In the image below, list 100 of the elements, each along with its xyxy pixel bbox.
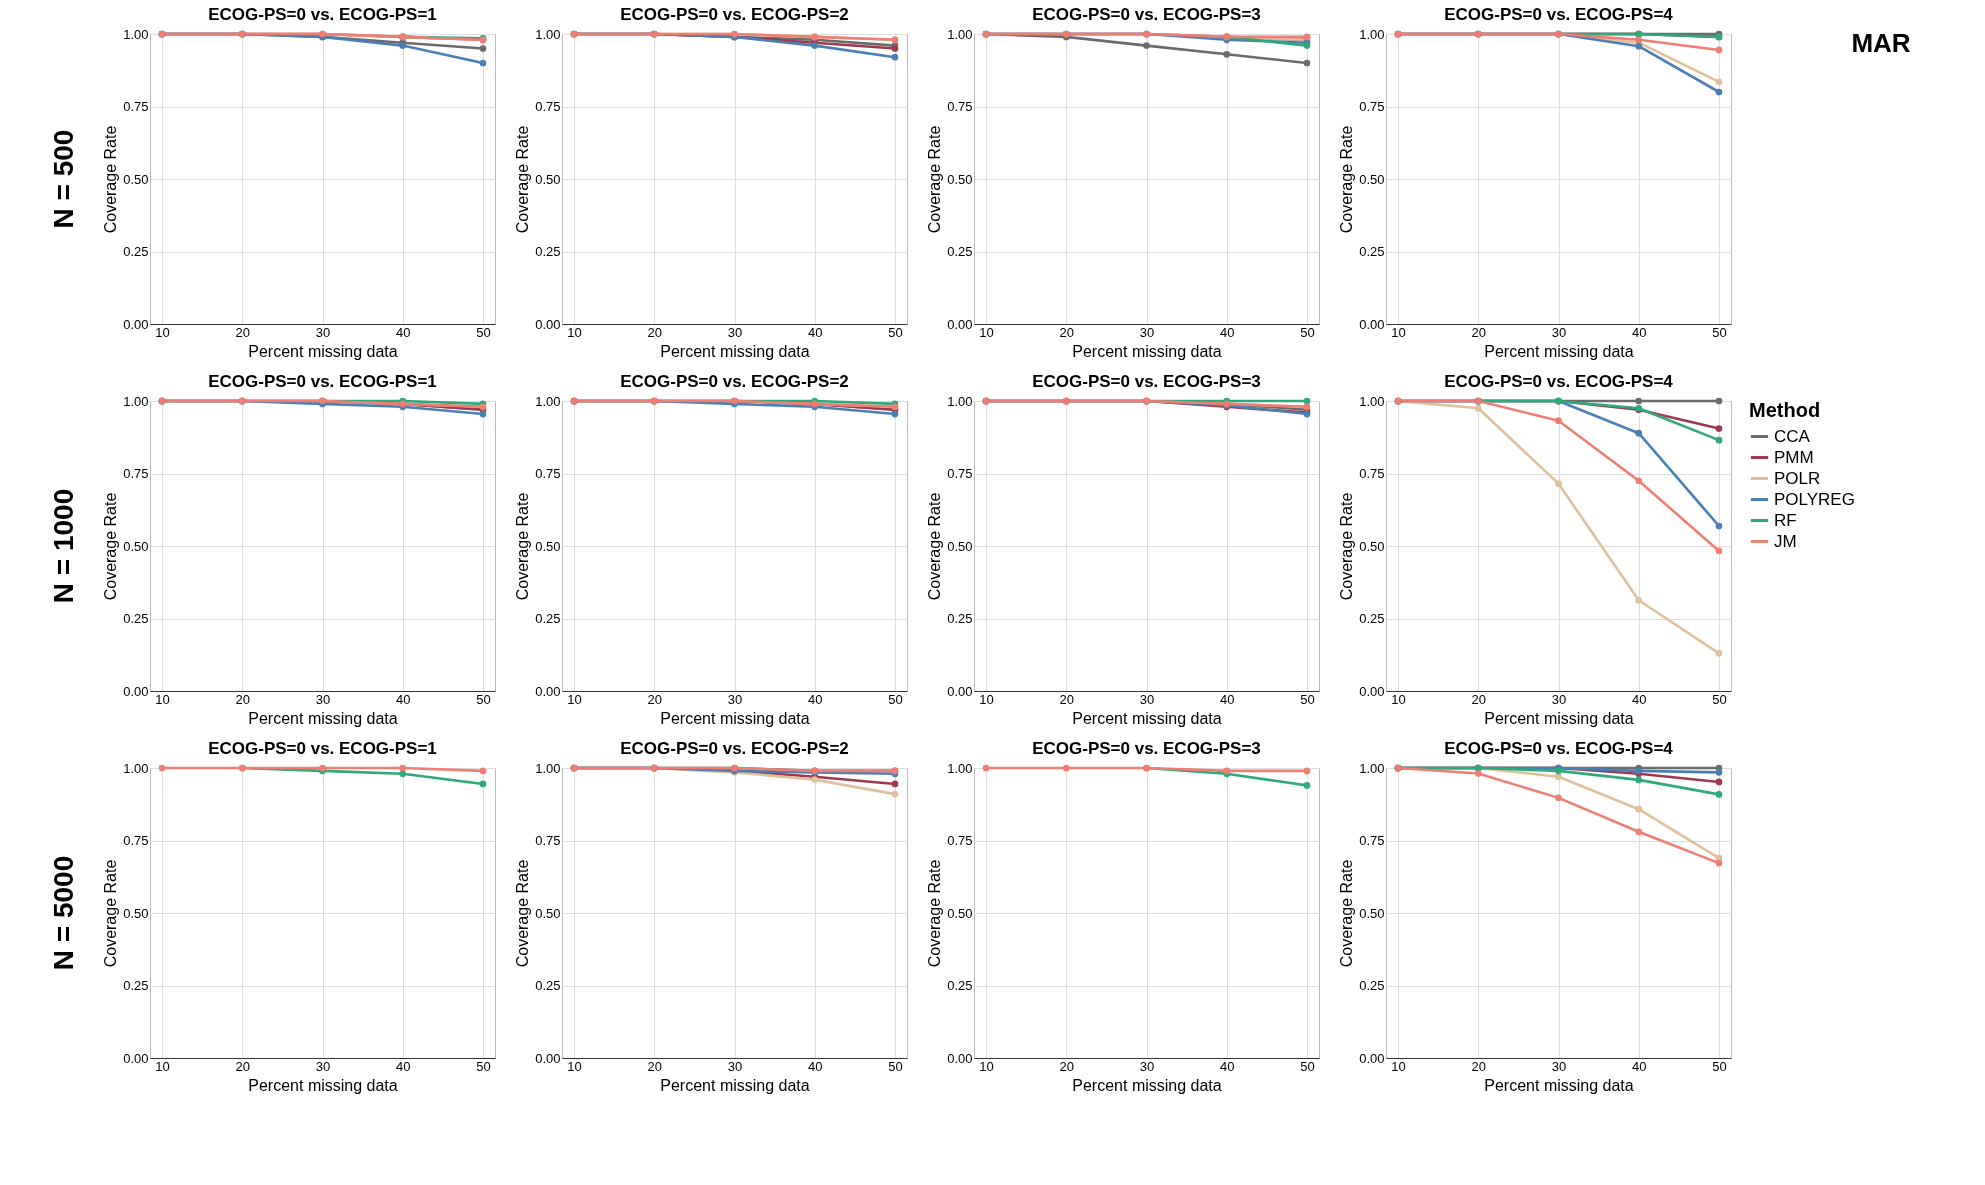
x-axis-title: Percent missing data	[660, 342, 810, 360]
chart-title: ECOG-PS=0 vs. ECOG-PS=4	[1444, 739, 1674, 758]
x-tick-label: 50	[1300, 1058, 1315, 1074]
y-tick-label: 1.00	[1359, 393, 1385, 409]
y-axis-title: Coverage Rate	[102, 859, 120, 968]
y-tick-label: 0.50	[535, 905, 561, 921]
y-tick-label: 0.00	[123, 316, 149, 332]
y-tick-label: 0.75	[123, 833, 149, 848]
legend-label: CCA	[1774, 426, 1811, 446]
text: N = 500	[48, 129, 79, 229]
chart-title: ECOG-PS=0 vs. ECOG-PS=2	[620, 739, 849, 758]
y-tick-label: 0.75	[1359, 833, 1385, 848]
y-axis-title: Coverage Rate	[1338, 859, 1356, 968]
legend-label: RF	[1774, 510, 1797, 530]
legend-title: Method	[1749, 399, 1821, 421]
y-tick-label: 0.00	[535, 316, 561, 332]
x-tick-label: 20	[647, 1058, 662, 1074]
y-tick-label: 0.50	[535, 538, 561, 554]
y-tick-label: 0.00	[535, 1050, 561, 1066]
y-tick-label: 1.00	[123, 393, 149, 409]
y-tick-label: 0.75	[947, 833, 973, 848]
x-tick-label: 20	[1059, 691, 1074, 707]
y-tick-label: 1.00	[535, 26, 561, 42]
x-tick-label: 10	[155, 691, 170, 707]
y-tick-label: 0.25	[947, 611, 973, 626]
y-tick-label: 0.25	[947, 978, 973, 993]
x-tick-label: 30	[315, 691, 331, 707]
x-tick-label: 30	[315, 324, 331, 340]
y-tick-label: 0.00	[123, 1050, 149, 1066]
x-tick-label: 10	[979, 324, 994, 340]
x-axis-title: Percent missing data	[248, 342, 398, 360]
y-tick-label: 0.25	[535, 611, 561, 626]
legend-label: PMM	[1774, 447, 1814, 467]
y-tick-label: 1.00	[947, 393, 973, 409]
y-tick-label: 0.50	[947, 905, 973, 921]
x-tick-label: 50	[888, 691, 903, 707]
y-axis-title: Coverage Rate	[102, 125, 120, 234]
y-axis-title: Coverage Rate	[926, 492, 944, 601]
x-tick-label: 40	[1220, 691, 1235, 707]
chart-title: ECOG-PS=0 vs. ECOG-PS=1	[208, 5, 437, 24]
chart-title: ECOG-PS=0 vs. ECOG-PS=4	[1444, 372, 1674, 391]
x-tick-label: 40	[808, 324, 823, 340]
y-tick-label: 0.75	[535, 466, 561, 481]
x-axis-title: Percent missing data	[248, 1076, 398, 1094]
x-tick-label: 50	[1712, 1058, 1727, 1074]
x-tick-label: 20	[647, 324, 662, 340]
x-tick-label: 40	[1632, 1058, 1647, 1074]
x-tick-label: 30	[727, 1058, 743, 1074]
x-tick-label: 30	[315, 1058, 331, 1074]
x-tick-label: 50	[476, 1058, 491, 1074]
y-tick-label: 0.75	[947, 466, 973, 481]
x-tick-label: 50	[1712, 324, 1727, 340]
x-tick-label: 40	[1632, 324, 1647, 340]
x-axis-title: Percent missing data	[1484, 1076, 1634, 1094]
x-axis-title: Percent missing data	[1072, 342, 1222, 360]
y-tick-label: 0.00	[1359, 1050, 1385, 1066]
x-tick-label: 30	[727, 324, 743, 340]
x-axis-title: Percent missing data	[1484, 709, 1634, 727]
y-tick-label: 0.75	[123, 466, 149, 481]
y-tick-label: 1.00	[947, 760, 973, 776]
x-tick-label: 10	[1391, 691, 1406, 707]
y-tick-label: 0.00	[123, 683, 149, 699]
y-tick-label: 0.00	[535, 683, 561, 699]
y-tick-label: 1.00	[535, 393, 561, 409]
chart-title: ECOG-PS=0 vs. ECOG-PS=2	[620, 372, 849, 391]
y-tick-label: 0.50	[123, 538, 149, 554]
y-tick-label: 1.00	[535, 760, 561, 776]
chart-title: ECOG-PS=0 vs. ECOG-PS=4	[1444, 5, 1674, 24]
x-tick-label: 50	[476, 324, 491, 340]
y-tick-label: 0.50	[1359, 171, 1385, 187]
chart-title: ECOG-PS=0 vs. ECOG-PS=1	[208, 372, 437, 391]
x-tick-label: 30	[1551, 691, 1567, 707]
y-tick-label: 0.50	[123, 171, 149, 187]
y-tick-label: 0.50	[947, 538, 973, 554]
y-tick-label: 0.25	[535, 244, 561, 259]
y-tick-label: 0.25	[123, 244, 149, 259]
x-tick-label: 10	[155, 324, 170, 340]
x-tick-label: 40	[396, 1058, 411, 1074]
y-tick-label: 0.25	[123, 611, 149, 626]
y-axis-title: Coverage Rate	[102, 492, 120, 601]
y-tick-label: 0.75	[123, 99, 149, 114]
x-tick-label: 10	[979, 1058, 994, 1074]
x-tick-label: 10	[1391, 1058, 1406, 1074]
y-tick-label: 0.00	[1359, 316, 1385, 332]
chart-title: ECOG-PS=0 vs. ECOG-PS=1	[208, 739, 437, 758]
x-tick-label: 40	[396, 324, 411, 340]
y-tick-label: 0.50	[123, 905, 149, 921]
x-tick-label: 30	[1139, 324, 1155, 340]
y-tick-label: 0.75	[535, 99, 561, 114]
x-axis-title: Percent missing data	[1072, 1076, 1222, 1094]
y-tick-label: 0.25	[535, 978, 561, 993]
x-tick-label: 10	[979, 691, 994, 707]
y-tick-label: 0.25	[1359, 611, 1385, 626]
text: MAR	[1851, 28, 1911, 58]
x-axis-title: Percent missing data	[1484, 342, 1634, 360]
y-tick-label: 0.75	[1359, 99, 1385, 114]
y-axis-title: Coverage Rate	[1338, 492, 1356, 601]
x-tick-label: 10	[1391, 324, 1406, 340]
y-tick-label: 1.00	[123, 26, 149, 42]
y-tick-label: 0.25	[1359, 978, 1385, 993]
